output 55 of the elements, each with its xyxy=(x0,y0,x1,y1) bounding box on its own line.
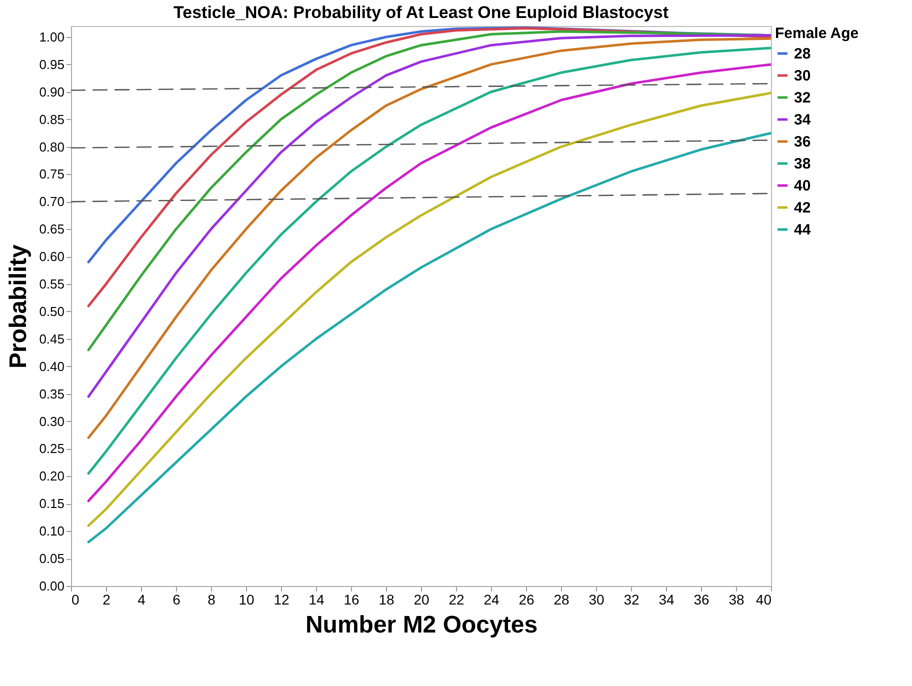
y-tick-label: 0.60 xyxy=(39,249,64,264)
y-tick-label: 0.20 xyxy=(39,468,64,484)
y-tick-label: 0.15 xyxy=(39,496,64,512)
legend-label: 34 xyxy=(794,112,812,128)
legend-label: 36 xyxy=(794,134,811,150)
y-tick-label: 0.35 xyxy=(39,386,64,402)
x-tick-label: 26 xyxy=(518,592,534,608)
x-tick-label: 28 xyxy=(554,592,570,608)
legend-label: 32 xyxy=(794,90,811,106)
x-tick-label: 4 xyxy=(138,592,146,608)
y-tick-label: 0.40 xyxy=(39,358,64,374)
x-axis-title: Number M2 Oocytes xyxy=(305,612,538,638)
legend-label: 38 xyxy=(794,156,811,172)
x-tick-label: 8 xyxy=(208,592,216,608)
y-tick-label: 0.75 xyxy=(39,166,64,182)
y-tick-label: 0.25 xyxy=(39,441,64,456)
legend-title: Female Age xyxy=(775,25,859,42)
x-tick-label: 30 xyxy=(588,592,604,608)
legend-label: 28 xyxy=(794,46,811,62)
y-tick-label: 0.30 xyxy=(39,414,64,429)
chart-title: Testicle_NOA: Probability of At Least One Euploid Blastocyst xyxy=(174,3,669,22)
y-tick-label: 0.80 xyxy=(39,139,64,154)
x-tick-label: 16 xyxy=(344,592,360,608)
y-tick-label: 0.00 xyxy=(39,578,64,594)
y-tick-label: 0.05 xyxy=(39,551,64,566)
x-tick-label: 32 xyxy=(624,592,640,608)
y-tick-label: 0.45 xyxy=(39,331,64,346)
x-tick-label: 38 xyxy=(728,592,744,608)
y-tick-label: 0.65 xyxy=(39,222,64,237)
y-tick-label: 0.70 xyxy=(39,194,64,210)
y-tick-label: 0.85 xyxy=(39,112,64,127)
x-tick-label: 6 xyxy=(172,592,181,608)
x-tick-label: 24 xyxy=(484,592,500,608)
y-tick-label: 0.55 xyxy=(39,276,64,292)
legend-label: 40 xyxy=(794,178,811,194)
x-tick-label: 34 xyxy=(658,592,674,608)
x-tick-label: 20 xyxy=(414,592,430,608)
x-tick-label: 2 xyxy=(102,592,111,608)
x-tick-label: 18 xyxy=(378,592,394,608)
x-tick-label: 22 xyxy=(448,592,464,608)
y-tick-label: 0.90 xyxy=(39,84,64,100)
legend-label: 30 xyxy=(794,68,811,84)
x-tick-label: 40 xyxy=(756,592,772,608)
x-tick-label: 36 xyxy=(694,592,710,608)
legend-label: 42 xyxy=(794,200,811,216)
y-tick-label: 0.50 xyxy=(39,304,64,319)
x-tick-label: 12 xyxy=(274,592,290,608)
x-tick-label: 10 xyxy=(238,592,254,608)
x-tick-label: 14 xyxy=(308,592,324,608)
y-tick-label: 0.10 xyxy=(39,524,64,539)
y-axis-title: Probability xyxy=(5,244,32,369)
y-tick-label: 0.95 xyxy=(39,56,64,72)
y-tick-label: 1.00 xyxy=(39,29,64,44)
x-tick-label: 0 xyxy=(72,592,80,608)
legend-label: 44 xyxy=(794,222,812,238)
